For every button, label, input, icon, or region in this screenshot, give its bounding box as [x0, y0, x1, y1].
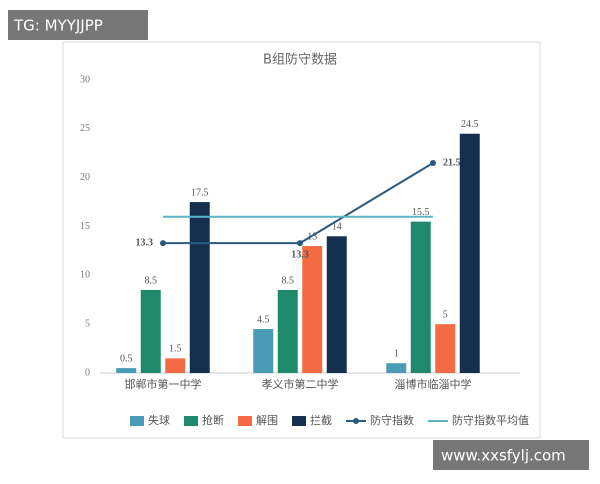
- x-tick-label: 孝义市第二中学: [262, 377, 339, 391]
- value-label: 0.5: [120, 353, 133, 364]
- line-point: [430, 160, 436, 167]
- bar: [410, 221, 431, 373]
- chart-title: B组防守数据: [263, 52, 337, 68]
- value-label: 1: [394, 349, 399, 360]
- y-tick-label: 30: [80, 74, 90, 85]
- value-label: 1.5: [169, 344, 182, 355]
- value-label: 14: [332, 222, 342, 233]
- bar: [277, 289, 298, 373]
- x-tick-label: 邯郸市第一中学: [125, 377, 202, 391]
- legend-swatch: [292, 416, 306, 426]
- legend-swatch: [184, 416, 198, 426]
- legend-label: 解围: [256, 413, 278, 427]
- y-tick-label: 5: [85, 318, 90, 329]
- y-tick-label: 25: [80, 123, 90, 134]
- overlay-box: [433, 440, 589, 470]
- bar: [189, 202, 210, 373]
- y-tick-label: 0: [85, 367, 90, 378]
- legend-label: 抢断: [202, 413, 224, 427]
- legend-swatch: [353, 418, 359, 424]
- overlay-text: TG: MYYJJPP: [13, 17, 103, 35]
- legend-label: 拦截: [310, 413, 332, 427]
- bar: [165, 358, 186, 373]
- y-tick-label: 10: [80, 270, 90, 281]
- bar: [435, 324, 456, 373]
- value-label: 8.5: [282, 275, 295, 286]
- bar: [326, 236, 347, 373]
- value-label: 4.5: [257, 314, 270, 325]
- legend-swatch: [130, 416, 144, 426]
- value-label: 15.5: [412, 207, 430, 218]
- value-label: 13.3: [136, 237, 154, 248]
- value-label: 13.3: [291, 249, 309, 260]
- y-tick-label: 15: [80, 221, 90, 232]
- x-tick-label: 淄博市临淄中学: [395, 377, 472, 391]
- bar: [459, 133, 480, 373]
- value-label: 5: [443, 309, 448, 320]
- bar: [116, 368, 137, 373]
- bar: [140, 289, 161, 373]
- value-label: 21.5: [443, 157, 461, 168]
- bar: [253, 329, 274, 373]
- legend-label: 失球: [148, 413, 170, 427]
- legend-label: 防守指数: [370, 413, 414, 427]
- overlay-text: www.xxsfylj.com: [441, 447, 566, 465]
- overlay-box: [8, 10, 148, 40]
- value-label: 17.5: [191, 187, 209, 198]
- value-label: 8.5: [145, 275, 158, 286]
- bar: [302, 246, 323, 373]
- y-tick-label: 20: [80, 172, 90, 183]
- line-point: [297, 240, 303, 247]
- legend-label: 防守指数平均值: [452, 413, 529, 427]
- bar: [386, 363, 407, 373]
- value-label: 24.5: [461, 119, 479, 130]
- legend-swatch: [238, 416, 252, 426]
- line-point: [160, 240, 166, 247]
